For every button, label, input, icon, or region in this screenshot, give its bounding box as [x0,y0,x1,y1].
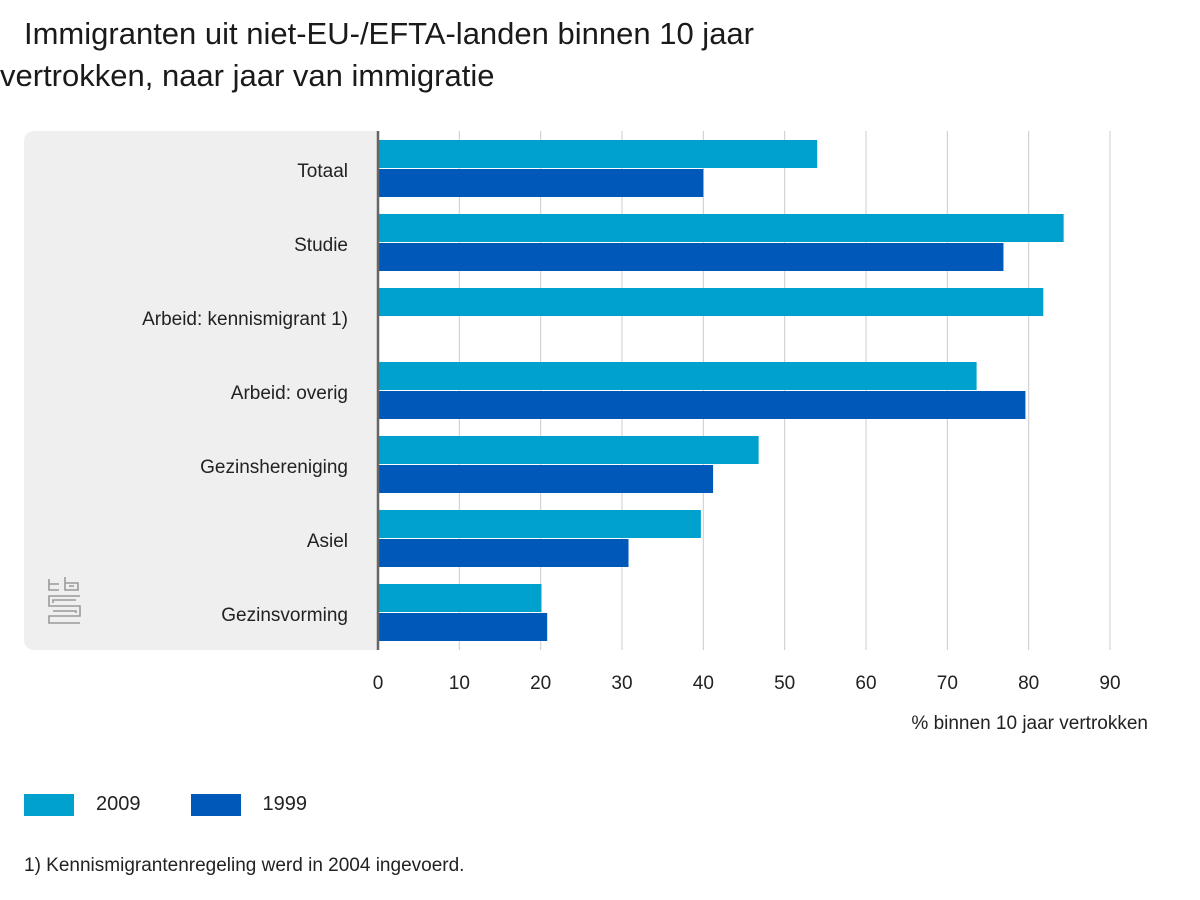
cbs-logo-icon [48,577,81,624]
x-tick-label-80: 80 [1018,673,1039,694]
bar-1999-6 [378,613,548,641]
bars [378,140,1064,641]
x-tick-label-70: 70 [937,673,958,694]
x-axis-title: % binnen 10 jaar vertrokken [911,713,1148,734]
x-tick-label-0: 0 [373,673,384,694]
x-tick-label-30: 30 [611,673,632,694]
bar-2009-1 [378,214,1064,242]
category-label-0: Totaal [297,161,348,182]
plot-area [378,131,1124,650]
bar-2009-6 [378,584,542,612]
x-tick-labels: 0 10 20 30 40 50 60 70 80 90 [373,673,1121,694]
category-label-5: Asiel [307,531,348,552]
bar-2009-2 [378,288,1044,316]
bar-2009-4 [378,436,759,464]
category-label-1: Studie [294,235,348,256]
category-label-6: Gezinsvorming [221,605,348,626]
legend-label-1999: 1999 [262,793,308,815]
x-tick-label-60: 60 [855,673,876,694]
bar-2009-3 [378,362,977,390]
legend: 2009 1999 [24,793,357,816]
category-label-3: Arbeid: overig [231,383,348,404]
legend-item-2009: 2009 [24,793,141,816]
footnote: 1) Kennismigrantenregeling werd in 2004 … [24,855,465,876]
legend-item-1999: 1999 [190,793,308,816]
bar-2009-5 [378,510,701,538]
bar-1999-1 [378,243,1004,271]
category-label-2: Arbeid: kennismigrant 1) [142,309,348,330]
x-tick-label-10: 10 [449,673,470,694]
category-label-4: Gezinshereniging [200,457,348,478]
legend-swatch-1999 [190,793,241,816]
x-tick-label-20: 20 [530,673,551,694]
x-tick-label-90: 90 [1099,673,1120,694]
category-labels: Totaal Studie Arbeid: kennismigrant 1) Arbe… [142,161,348,626]
bar-1999-3 [378,391,1026,419]
bar-2009-0 [378,140,818,168]
x-tick-label-40: 40 [693,673,714,694]
bar-1999-0 [378,169,704,197]
chart-title-line-2: vertrokken, naar jaar van immigratie [0,58,495,93]
legend-label-2009: 2009 [96,793,141,815]
chart-title-line-1: Immigranten uit niet-EU-/EFTA-landen bin… [24,16,754,51]
legend-swatch-2009 [24,793,74,816]
bar-1999-4 [378,465,714,493]
bar-1999-5 [378,539,629,567]
x-tick-label-50: 50 [774,673,795,694]
